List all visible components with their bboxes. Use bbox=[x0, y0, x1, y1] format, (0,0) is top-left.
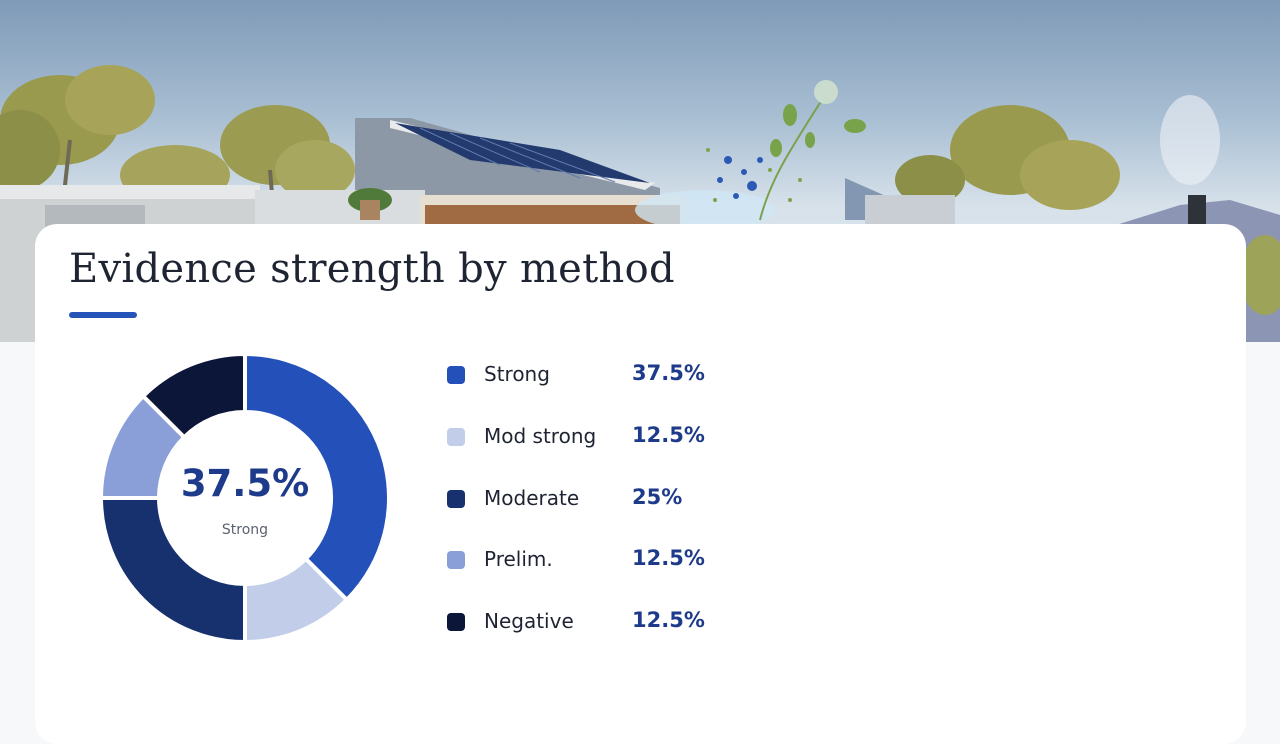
donut-slice-negative bbox=[140, 352, 247, 441]
donut-slice-moderate bbox=[99, 496, 247, 644]
legend-label: Moderate bbox=[484, 486, 580, 510]
legend-label: Prelim. bbox=[484, 547, 553, 571]
legend-item-moderate: Moderate 25% bbox=[447, 478, 747, 518]
legend-item-negative: Negative 12.5% bbox=[447, 601, 747, 641]
donut-chart: 37.5% Strong bbox=[99, 352, 391, 644]
legend-item-strong: Strong 37.5% bbox=[447, 354, 747, 394]
legend-swatch bbox=[447, 613, 465, 631]
chart-card: Evidence strength by method 37.5% Strong… bbox=[35, 224, 1246, 744]
legend-swatch bbox=[447, 428, 465, 446]
center-label: Strong bbox=[221, 522, 269, 538]
legend-value: 12.5% bbox=[632, 608, 705, 632]
title-underline bbox=[69, 312, 137, 318]
legend-swatch bbox=[447, 551, 465, 569]
chart-title: Evidence strength by method bbox=[69, 246, 675, 292]
legend-label: Strong bbox=[484, 362, 550, 386]
legend-swatch bbox=[447, 490, 465, 508]
legend-value: 25% bbox=[632, 485, 683, 509]
legend-value: 12.5% bbox=[632, 546, 705, 570]
donut-slice-strong bbox=[243, 352, 391, 603]
donut-svg bbox=[99, 352, 391, 644]
legend-value: 12.5% bbox=[632, 423, 705, 447]
legend-label: Negative bbox=[484, 609, 574, 633]
center-value: 37.5% bbox=[180, 462, 310, 505]
legend-item-prelim: Prelim. 12.5% bbox=[447, 539, 747, 579]
legend-value: 37.5% bbox=[632, 361, 705, 385]
legend-item-mod-strong: Mod strong 12.5% bbox=[447, 416, 747, 456]
legend-label: Mod strong bbox=[484, 424, 597, 448]
legend-swatch bbox=[447, 366, 465, 384]
